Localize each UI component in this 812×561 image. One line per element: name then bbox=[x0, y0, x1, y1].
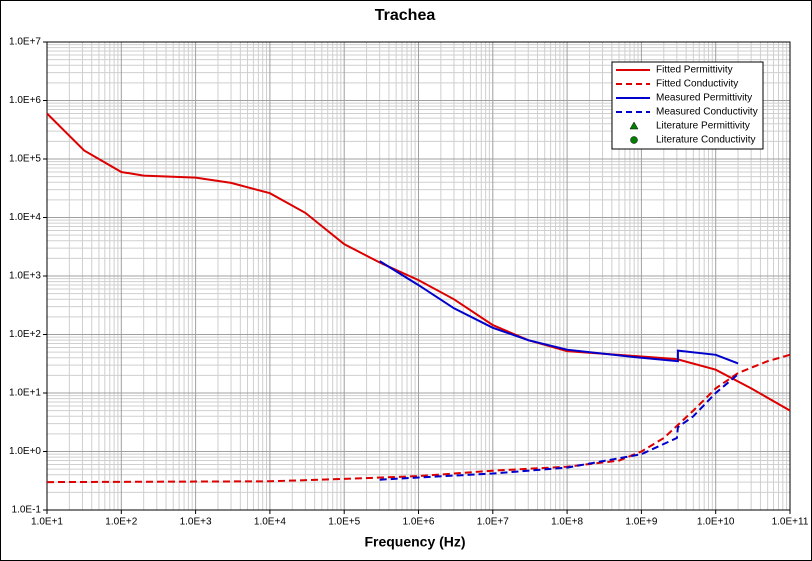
legend-marker bbox=[630, 136, 638, 144]
legend-label: Measured Conductivity bbox=[656, 107, 758, 118]
y-tick-label: 1.0E+2 bbox=[9, 329, 41, 340]
series-line bbox=[379, 260, 739, 365]
x-tick-label: 1.0E+11 bbox=[772, 517, 809, 528]
x-tick-label: 1.0E+8 bbox=[551, 517, 583, 528]
legend-label: Fitted Permittivity bbox=[656, 65, 733, 76]
y-tick-label: 1.0E+7 bbox=[9, 37, 41, 48]
plot-frame bbox=[46, 41, 791, 511]
y-tick-label: 1.0E+5 bbox=[9, 154, 41, 165]
legend-label: Measured Permittivity bbox=[656, 93, 752, 104]
x-tick-label: 1.0E+5 bbox=[328, 517, 360, 528]
series-line bbox=[46, 353, 791, 484]
legend-box bbox=[611, 61, 764, 150]
y-tick-label: 1.0E-1 bbox=[12, 505, 42, 516]
x-tick-label: 1.0E+9 bbox=[625, 517, 657, 528]
x-axis-label: Frequency (Hz) bbox=[364, 534, 465, 550]
x-tick-label: 1.0E+6 bbox=[403, 517, 435, 528]
legend-label: Literature Permittivity bbox=[656, 121, 750, 132]
y-tick-label: 1.0E+3 bbox=[9, 271, 41, 282]
x-tick-label: 1.0E+10 bbox=[697, 517, 735, 528]
x-tick-label: 1.0E+1 bbox=[31, 517, 63, 528]
series-line bbox=[46, 112, 791, 412]
y-tick-label: 1.0E+6 bbox=[9, 95, 41, 106]
x-tick-label: 1.0E+2 bbox=[105, 517, 137, 528]
x-tick-label: 1.0E+7 bbox=[477, 517, 509, 528]
x-tick-label: 1.0E+4 bbox=[254, 517, 286, 528]
y-tick-label: 1.0E+1 bbox=[9, 388, 41, 399]
x-tick-label: 1.0E+3 bbox=[180, 517, 212, 528]
y-tick-label: 1.0E+0 bbox=[9, 446, 41, 457]
chart-title: Trachea bbox=[375, 7, 436, 24]
legend-label: Fitted Conductivity bbox=[656, 79, 738, 90]
y-tick-label: 1.0E+4 bbox=[9, 212, 41, 223]
legend-marker bbox=[629, 121, 639, 130]
legend-label: Literature Conductivity bbox=[656, 135, 756, 146]
